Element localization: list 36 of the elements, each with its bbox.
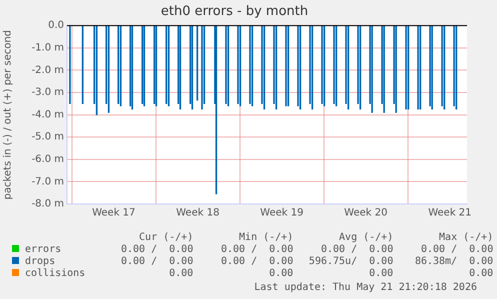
y-tick-label: -6.0 m: [32, 154, 64, 165]
text: 0.00 / 0.00: [420, 244, 494, 256]
y-tick-label: -4.0 m: [32, 109, 64, 120]
x-tick-label: Week 17: [92, 208, 136, 219]
chart-title: eth0 errors - by month: [160, 4, 308, 20]
y-tick-label: 0.0: [48, 20, 64, 32]
text: 0.00 / 0.00: [220, 244, 294, 256]
text: 596.75u/ 0.00: [308, 256, 394, 268]
y-axis-title: packets in (-) / out (+) per second: [2, 30, 14, 200]
x-tick-label: Week 18: [176, 208, 220, 219]
y-tick-label: -1.0 m: [32, 42, 64, 54]
text: 0.00 / 0.00: [120, 256, 194, 268]
text: Min (-/+): [238, 232, 294, 244]
text: 0.00: [468, 268, 494, 280]
y-tick-label: -7.0 m: [32, 176, 64, 188]
legend-label: errors: [24, 244, 62, 256]
y-tick-label: -2.0 m: [32, 64, 64, 76]
text: 86.38m/ 0.00: [414, 256, 494, 268]
x-tick-label: Week 21: [428, 208, 472, 219]
y-tick-label: -8.0 m: [32, 198, 64, 210]
legend-label: collisions: [24, 268, 86, 280]
legend-label: drops: [24, 256, 56, 268]
text: Avg (-/+): [338, 232, 394, 244]
text: 0.00 / 0.00: [120, 244, 194, 256]
text: 0.00: [168, 268, 194, 280]
y-tick-label: -3.0 m: [32, 87, 64, 98]
y-tick-label: -5.0 m: [32, 132, 64, 143]
text: Last update: Thu May 21 21:20:18 2026: [254, 282, 477, 293]
text: Max (-/+): [438, 232, 494, 244]
text: 0.00 / 0.00: [320, 244, 394, 256]
x-tick-label: Week 20: [344, 208, 388, 219]
text: Cur (-/+): [138, 232, 194, 244]
text: 0.00: [368, 268, 394, 280]
text: 0.00 / 0.00: [220, 256, 294, 268]
text: 0.00: [268, 268, 294, 280]
x-tick-label: Week 19: [260, 208, 304, 219]
